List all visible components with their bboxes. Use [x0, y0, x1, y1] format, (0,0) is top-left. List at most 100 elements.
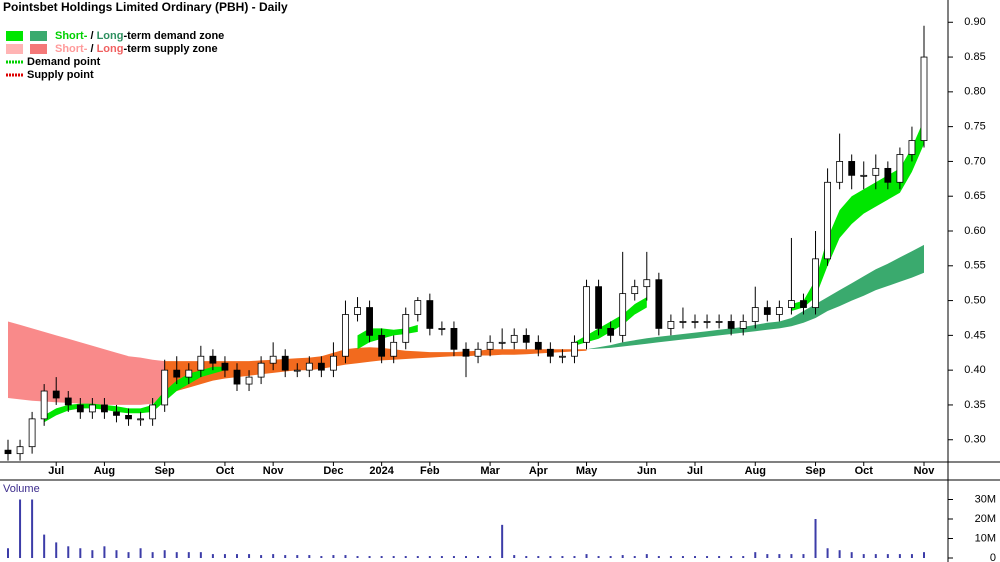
y-tick-label: 0.60	[964, 225, 985, 237]
volume-bar	[344, 555, 347, 558]
volume-bar	[862, 554, 865, 558]
candle-body	[607, 328, 615, 336]
candle-body	[390, 341, 398, 357]
candle-body	[4, 449, 12, 455]
candle-body	[571, 341, 578, 357]
volume-bar	[573, 556, 576, 558]
legend-swatch	[6, 31, 23, 41]
candle-body	[474, 348, 482, 357]
x-tick-label: Dec	[323, 465, 343, 477]
candle-body	[16, 446, 24, 455]
candle-body	[739, 321, 747, 329]
candle-body	[522, 334, 530, 343]
volume-bar	[223, 554, 226, 558]
volume-bar	[79, 548, 82, 558]
legend-text: /	[87, 30, 96, 42]
x-tick-label: Sep	[805, 465, 825, 477]
candle-body	[800, 300, 807, 308]
volume-bar	[513, 555, 516, 558]
volume-bar	[657, 556, 660, 558]
candle-body	[510, 334, 518, 343]
y-tick-label: 0.65	[964, 190, 985, 202]
candle-body	[763, 307, 771, 315]
legend-text: Long	[97, 43, 124, 55]
legend-text: Supply point	[27, 69, 94, 81]
volume-bar	[19, 499, 22, 558]
candle-body	[64, 397, 72, 406]
volume-bar	[199, 552, 202, 558]
legend-text: -term supply zone	[123, 43, 217, 55]
volume-bar	[308, 555, 311, 558]
candle-body	[498, 341, 506, 344]
volume-bar	[621, 555, 624, 558]
candle-body	[788, 300, 795, 308]
candle-body	[293, 369, 301, 372]
candle-body	[559, 355, 566, 358]
candle-body	[486, 341, 494, 350]
volume-bar	[730, 556, 733, 558]
candle-body	[221, 362, 229, 371]
candle-body	[257, 362, 265, 378]
candle-body	[546, 348, 554, 357]
candle-body	[317, 362, 325, 371]
zone-band	[8, 321, 165, 405]
y-tick-label: 0.70	[964, 155, 985, 167]
candle-body	[113, 411, 120, 416]
candle-body	[872, 167, 880, 176]
candle-body	[595, 286, 602, 329]
zone-band	[791, 119, 924, 311]
volume-bar	[284, 555, 287, 558]
volume-bar	[898, 554, 901, 558]
y-tick-label: 0.55	[964, 260, 985, 272]
chart-title: Pointsbet Holdings Limited Ordinary (PBH…	[3, 0, 288, 14]
candle-body	[679, 321, 687, 323]
x-tick-label: Nov	[914, 465, 936, 477]
candle-body	[101, 404, 108, 413]
volume-bar	[754, 552, 757, 558]
volume-bar	[260, 555, 263, 558]
volume-bar	[151, 552, 154, 558]
legend-text: Demand point	[27, 56, 101, 68]
candle-body	[185, 369, 193, 378]
x-tick-label: Mar	[480, 465, 500, 477]
y-tick-label: 0.90	[964, 16, 985, 28]
volume-bar	[633, 556, 636, 558]
legend-swatch	[30, 44, 47, 54]
candle-body	[884, 167, 892, 183]
volume-bar	[525, 556, 528, 558]
volume-tick-label: 30M	[975, 493, 996, 505]
volume-bar	[766, 554, 769, 558]
x-tick-label: 2024	[369, 465, 394, 477]
y-tick-label: 0.40	[964, 364, 985, 376]
y-tick-label: 0.50	[964, 294, 985, 306]
candle-body	[896, 154, 904, 183]
volume-bar	[645, 554, 648, 558]
candle-body	[438, 328, 446, 330]
candle-body	[88, 404, 96, 413]
legend-text: -term demand zone	[123, 30, 224, 42]
candle-body	[28, 418, 36, 448]
candle-body	[52, 390, 60, 399]
volume-bar	[7, 548, 9, 558]
candle-body	[848, 161, 856, 176]
candle-body	[860, 174, 868, 177]
volume-bar	[609, 556, 612, 558]
candle-body	[149, 404, 157, 420]
candle-body	[824, 181, 831, 260]
candle-body	[703, 321, 711, 323]
candle-body	[281, 355, 289, 371]
volume-tick-label: 10M	[975, 532, 996, 544]
volume-tick-label: 0	[990, 552, 996, 562]
volume-bar	[910, 554, 913, 558]
legend-text: Long	[97, 30, 124, 42]
volume-bar	[838, 550, 841, 558]
candle-body	[812, 258, 819, 308]
x-tick-label: Jun	[637, 465, 657, 477]
y-tick-label: 0.30	[964, 434, 985, 446]
x-tick-label: Apr	[529, 465, 549, 477]
candle-body	[450, 328, 458, 350]
candle-body	[161, 369, 169, 406]
candle-body	[366, 307, 373, 336]
volume-bar	[489, 556, 492, 558]
